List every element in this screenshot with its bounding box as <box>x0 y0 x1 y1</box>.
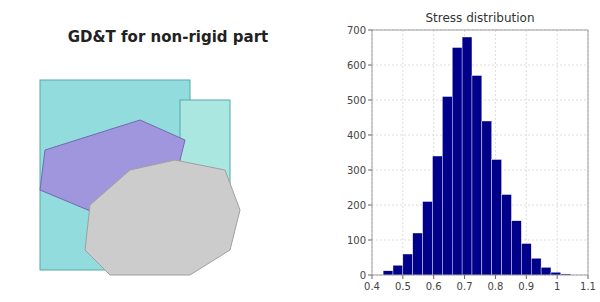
grid-line-x <box>526 30 527 275</box>
histogram-bar <box>521 244 531 276</box>
tick-x <box>588 275 589 279</box>
tick-y <box>368 65 372 66</box>
bars <box>383 37 571 275</box>
tick-label-x: 0.8 <box>487 281 503 292</box>
axes: 0 100 200 300 400 500 600 700 0.4 0.5 0.6 0.7 0.8 0.9… <box>347 25 596 293</box>
tick-label-y: 100 <box>347 235 366 246</box>
histogram-bar <box>462 37 472 275</box>
tick-y <box>368 30 372 31</box>
grid-line-y <box>372 65 588 66</box>
tick-label-x: 0.6 <box>426 281 442 292</box>
plot-frame <box>372 30 588 275</box>
histogram-bar <box>472 76 482 276</box>
tick-x <box>495 275 496 279</box>
histogram-bar <box>502 195 512 276</box>
histogram-bar <box>482 121 492 275</box>
grid <box>372 30 588 275</box>
tick-label-x: 0.4 <box>364 281 380 292</box>
histogram-bar <box>511 221 521 275</box>
part-illustration <box>40 80 240 275</box>
tick-x <box>464 275 465 279</box>
title: GD&T for non-rigid part <box>68 28 268 46</box>
tick-y <box>368 240 372 241</box>
tick-label-x: 0.9 <box>518 281 534 292</box>
tick-x <box>372 275 373 279</box>
histogram-bar <box>432 156 442 275</box>
histogram-bar <box>423 202 433 276</box>
tick-label-y: 700 <box>347 25 366 36</box>
tick-label-y: 200 <box>347 200 366 211</box>
tick-label-x: 1 <box>554 281 560 292</box>
histogram-bar <box>492 160 502 276</box>
tick-x <box>402 275 403 279</box>
tick-label-y: 600 <box>347 60 366 71</box>
tick-y <box>368 100 372 101</box>
histogram-bar <box>531 258 541 275</box>
grid-line-x <box>557 30 558 275</box>
tick-label-y: 400 <box>347 130 366 141</box>
tick-x <box>433 275 434 279</box>
histogram-bar <box>452 48 462 276</box>
histogram-bar <box>383 271 393 275</box>
grid-line-x <box>402 30 403 275</box>
histogram-bar <box>442 97 452 276</box>
tick-label-x: 0.5 <box>395 281 411 292</box>
histogram-bar <box>413 233 423 275</box>
tick-y <box>368 275 372 276</box>
tick-y <box>368 205 372 206</box>
histogram-bar <box>403 254 413 275</box>
tick-y <box>368 170 372 171</box>
tick-label-y: 500 <box>347 95 366 106</box>
chart-title: Stress distribution <box>425 11 534 25</box>
tick-label-x: 0.7 <box>457 281 473 292</box>
left-panel: GD&T for non-rigid part <box>40 28 268 275</box>
histogram-bar <box>541 267 551 275</box>
chart-root: GD&T for non-rigid part Stress distributi… <box>0 0 600 302</box>
tick-x <box>557 275 558 279</box>
door-panel <box>85 160 240 275</box>
tick-x <box>526 275 527 279</box>
histogram-bar <box>393 265 403 275</box>
tick-label-x: 1.1 <box>580 281 596 292</box>
tick-label-y: 300 <box>347 165 366 176</box>
tick-label-y: 0 <box>360 270 366 281</box>
tick-y <box>368 135 372 136</box>
histogram-bar <box>551 272 561 275</box>
chart-svg: GD&T for non-rigid part Stress distributi… <box>0 0 600 302</box>
